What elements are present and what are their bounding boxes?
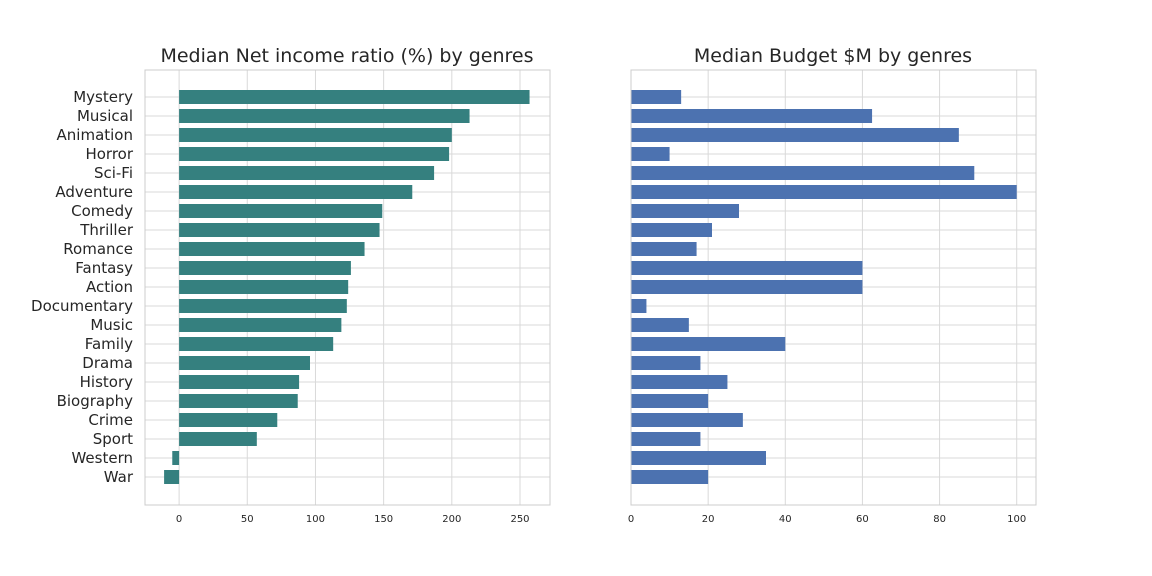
plot-frame	[144, 69, 551, 506]
y-tick-label: Musical	[77, 107, 133, 125]
y-tick-label: Sci-Fi	[94, 164, 133, 182]
bar-horror	[179, 147, 450, 161]
bar-comedy	[631, 204, 739, 218]
bar-animation	[179, 128, 452, 142]
bar-western	[631, 451, 766, 465]
x-tick-label: 250	[510, 514, 529, 525]
bar-drama	[179, 356, 310, 370]
x-tick-label: 40	[779, 514, 792, 525]
bar-crime	[179, 413, 278, 427]
bar-romance	[179, 242, 365, 256]
y-tick-label: History	[80, 373, 133, 391]
median-budget-chart: 0 20 40 60 80 100 Median Budget $M by genres	[628, 45, 1037, 525]
y-tick-label: Animation	[57, 126, 133, 144]
y-tick-label: Adventure	[55, 183, 133, 201]
bar-sport	[179, 432, 257, 446]
bar-action	[631, 280, 863, 294]
y-tick-label: Western	[71, 449, 133, 467]
bar-thriller	[179, 223, 380, 237]
bar-sport	[631, 432, 701, 446]
y-tick-label: War	[104, 468, 134, 486]
chart-title: Median Budget $M by genres	[694, 45, 972, 67]
plot-frame	[630, 69, 1037, 506]
x-tick-label: 0	[176, 514, 182, 525]
x-tick-label: 100	[1007, 514, 1026, 525]
bar-musical	[179, 109, 470, 123]
bar-fantasy	[179, 261, 351, 275]
y-tick-label: Family	[85, 335, 133, 353]
bar-animation	[631, 128, 959, 142]
x-tick-label: 50	[241, 514, 254, 525]
y-tick-label: Drama	[82, 354, 133, 372]
bar-western	[172, 451, 180, 465]
bar-sci-fi	[179, 166, 435, 180]
bar-romance	[631, 242, 697, 256]
chart-title: Median Net income ratio (%) by genres	[160, 45, 533, 67]
y-tick-label: Crime	[88, 411, 133, 429]
x-tick-label: 150	[374, 514, 393, 525]
x-tick-label: 200	[442, 514, 461, 525]
x-tick-label: 80	[933, 514, 946, 525]
bar-family	[631, 337, 786, 351]
y-tick-label: Action	[86, 278, 133, 296]
y-tick-label: Fantasy	[75, 259, 133, 277]
x-tick-label: 60	[856, 514, 869, 525]
bar-music	[631, 318, 689, 332]
y-tick-label: Thriller	[79, 221, 134, 239]
y-tick-label: Horror	[85, 145, 133, 163]
y-tick-label: Documentary	[31, 297, 133, 315]
bar-horror	[631, 147, 670, 161]
bar-musical	[631, 109, 873, 123]
bar-comedy	[179, 204, 383, 218]
y-tick-label: Romance	[63, 240, 133, 258]
x-tick-label: 100	[306, 514, 325, 525]
bar-war	[631, 470, 709, 484]
bar-documentary	[179, 299, 347, 313]
bar-history	[631, 375, 728, 389]
bar-biography	[631, 394, 709, 408]
bar-adventure	[179, 185, 413, 199]
bar-sci-fi	[631, 166, 975, 180]
y-tick-label: Music	[90, 316, 133, 334]
bar-thriller	[631, 223, 712, 237]
y-tick-label: Biography	[57, 392, 134, 410]
bar-adventure	[631, 185, 1017, 199]
bar-biography	[179, 394, 298, 408]
y-tick-label: Comedy	[71, 202, 133, 220]
bar-action	[179, 280, 349, 294]
bar-family	[179, 337, 334, 351]
y-tick-label: Sport	[93, 430, 133, 448]
bar-fantasy	[631, 261, 863, 275]
y-tick-label: Mystery	[73, 88, 133, 106]
bar-crime	[631, 413, 743, 427]
net-income-ratio-chart: MysteryMusicalAnimationHorrorSci-FiAdven…	[31, 45, 551, 525]
x-tick-label: 0	[628, 514, 634, 525]
bar-drama	[631, 356, 701, 370]
bar-documentary	[631, 299, 647, 313]
bar-mystery	[179, 90, 530, 104]
bar-mystery	[631, 90, 682, 104]
bar-war	[164, 470, 180, 484]
x-tick-label: 20	[702, 514, 715, 525]
bar-music	[179, 318, 342, 332]
bar-history	[179, 375, 300, 389]
